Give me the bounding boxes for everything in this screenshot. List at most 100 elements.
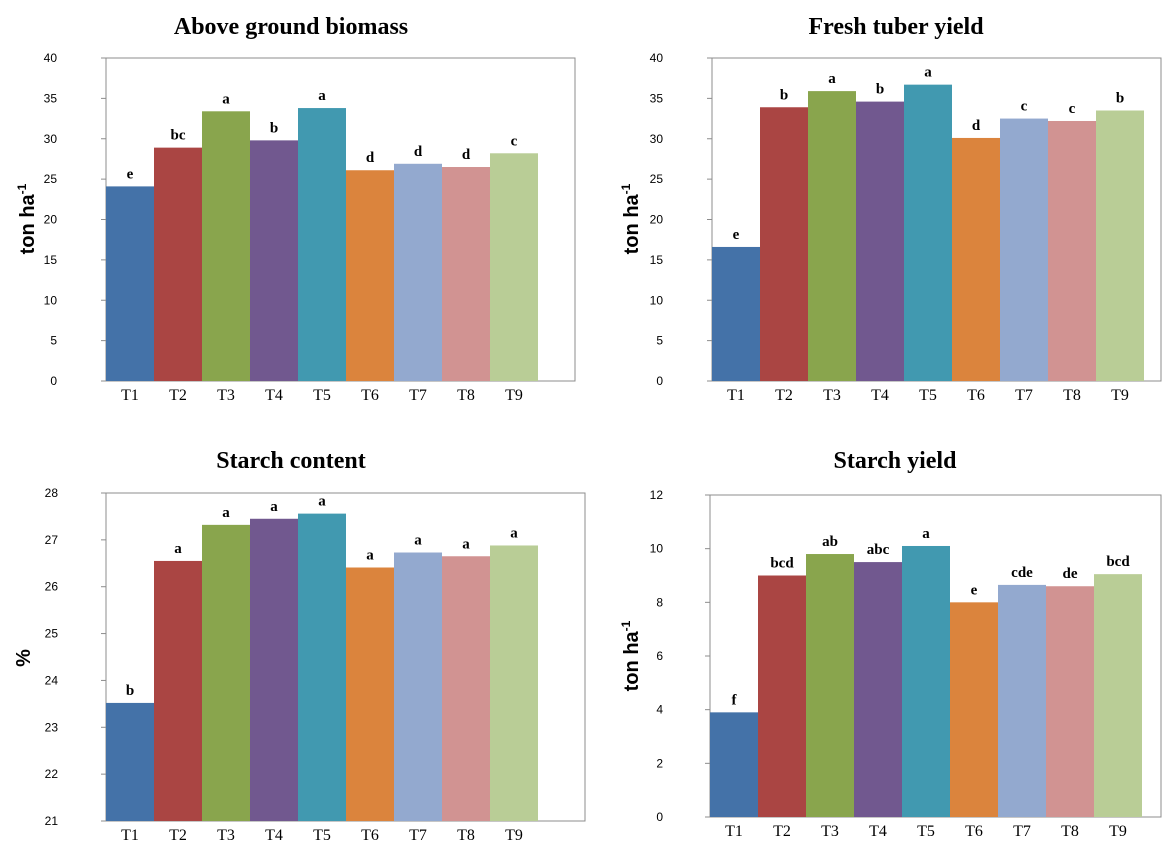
bar-t8 <box>442 556 490 821</box>
x-tick-label: T7 <box>1015 387 1033 404</box>
x-tick-label: T6 <box>965 823 983 840</box>
data-label: de <box>1063 566 1078 582</box>
x-tick-label: T5 <box>919 387 937 404</box>
data-label: b <box>876 82 884 98</box>
panel-fresh-tuber-yield: Fresh tuber yield ton ha-1 0 5 10 15 20 25 30 3… <box>619 14 1162 404</box>
y-tick-label: 8 <box>656 595 663 609</box>
bar-t3 <box>806 554 854 817</box>
x-tick-label: T2 <box>169 387 187 404</box>
x-tick-label: T2 <box>169 827 187 842</box>
y-tick-label: 30 <box>44 132 58 146</box>
y-tick-label: 30 <box>650 132 664 146</box>
data-label: c <box>1021 99 1028 115</box>
x-tick-label: T6 <box>967 387 985 404</box>
y-tick-label: 0 <box>50 374 57 388</box>
y-tick-label: 24 <box>45 673 59 687</box>
data-label: e <box>733 227 740 243</box>
panel-starch-content: Starch content % 21 22 23 24 25 26 27 28 b T1 a T2 a… <box>13 448 586 842</box>
data-label: b <box>126 683 134 699</box>
y-tick-label: 20 <box>44 213 58 227</box>
data-label: b <box>1116 90 1124 106</box>
bar-t8 <box>1048 120 1096 382</box>
data-label: c <box>511 133 518 149</box>
bar-t3 <box>202 524 250 821</box>
y-tick-label: 23 <box>45 720 59 734</box>
y-tick-label: 12 <box>650 488 664 502</box>
x-tick-label: T4 <box>265 827 283 842</box>
data-label: ab <box>822 534 838 550</box>
bar-t9 <box>490 153 538 381</box>
bar-t7 <box>394 552 442 821</box>
bar-t4 <box>250 140 298 381</box>
data-label: a <box>366 548 374 564</box>
bar-t6 <box>950 602 998 817</box>
data-label: a <box>922 526 930 542</box>
y-axis-label: ton ha-1 <box>15 183 39 254</box>
x-tick-label: T2 <box>773 823 791 840</box>
x-tick-label: T6 <box>361 827 379 842</box>
data-label: e <box>971 582 978 598</box>
bar-t4 <box>250 518 298 821</box>
y-tick-label: 27 <box>45 533 59 547</box>
y-tick-label: 6 <box>656 649 663 663</box>
y-tick-label: 10 <box>650 542 664 556</box>
y-tick-label: 0 <box>656 374 663 388</box>
y-tick-label: 15 <box>44 253 58 267</box>
data-label: a <box>924 65 932 81</box>
bar-t8 <box>442 167 490 381</box>
y-tick-label: 35 <box>44 91 58 105</box>
x-tick-label: T8 <box>1063 387 1081 404</box>
data-label: a <box>174 541 182 557</box>
data-label: a <box>318 494 326 510</box>
x-tick-label: T9 <box>1109 823 1127 840</box>
bar-t5 <box>298 513 346 821</box>
data-label: d <box>366 150 375 166</box>
x-tick-label: T4 <box>265 387 283 404</box>
bar-t1 <box>106 186 154 381</box>
data-label: a <box>222 91 230 107</box>
bar-t2 <box>760 107 808 381</box>
x-tick-label: T3 <box>217 387 235 404</box>
data-label: bcd <box>1106 554 1130 570</box>
bar-t3 <box>202 111 250 382</box>
bar-t5 <box>298 108 346 381</box>
chart-title: Starch yield <box>834 448 958 474</box>
y-tick-label: 26 <box>45 580 59 594</box>
bar-t6 <box>952 137 1000 381</box>
bar-t3 <box>808 91 856 382</box>
x-tick-label: T6 <box>361 387 379 404</box>
data-label: e <box>127 166 134 182</box>
y-tick-label: 25 <box>650 172 664 186</box>
y-tick-label: 4 <box>656 703 663 717</box>
bar-t8 <box>1046 586 1094 817</box>
y-tick-label: 40 <box>44 51 58 65</box>
y-tick-label: 25 <box>45 627 59 641</box>
x-tick-label: T2 <box>775 387 793 404</box>
bar-t2 <box>154 560 202 821</box>
bar-t9 <box>1094 574 1142 817</box>
bar-t9 <box>1096 110 1144 382</box>
x-tick-label: T5 <box>313 827 331 842</box>
data-label: a <box>462 536 470 552</box>
x-tick-label: T8 <box>457 387 475 404</box>
chart-title: Fresh tuber yield <box>808 14 984 40</box>
bar-t4 <box>856 101 904 381</box>
bar-t2 <box>758 575 806 817</box>
y-tick-label: 40 <box>650 51 664 65</box>
x-tick-label: T7 <box>1013 823 1031 840</box>
x-tick-label: T9 <box>505 387 523 404</box>
y-tick-label: 5 <box>50 334 57 348</box>
data-label: a <box>270 499 278 515</box>
data-label: a <box>414 533 422 549</box>
y-tick-label: 25 <box>44 172 58 186</box>
x-tick-label: T8 <box>1061 823 1079 840</box>
y-tick-label: 0 <box>656 810 663 824</box>
data-label: f <box>732 692 738 708</box>
x-tick-label: T3 <box>823 387 841 404</box>
data-label: d <box>972 118 981 134</box>
bar-t2 <box>154 147 202 381</box>
chart-title: Above ground biomass <box>174 14 408 40</box>
data-label: d <box>414 144 423 160</box>
y-tick-label: 2 <box>656 756 663 770</box>
